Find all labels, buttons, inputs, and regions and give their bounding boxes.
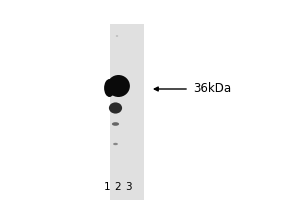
Text: 2: 2 <box>115 182 121 192</box>
Ellipse shape <box>112 122 119 126</box>
Text: 3: 3 <box>125 182 131 192</box>
Bar <box>110 24 144 200</box>
Text: 36kDa: 36kDa <box>194 82 232 95</box>
Ellipse shape <box>109 102 122 114</box>
Ellipse shape <box>104 79 115 97</box>
Ellipse shape <box>107 75 130 97</box>
Ellipse shape <box>113 143 118 145</box>
Ellipse shape <box>116 35 118 37</box>
Text: 1: 1 <box>104 182 111 192</box>
